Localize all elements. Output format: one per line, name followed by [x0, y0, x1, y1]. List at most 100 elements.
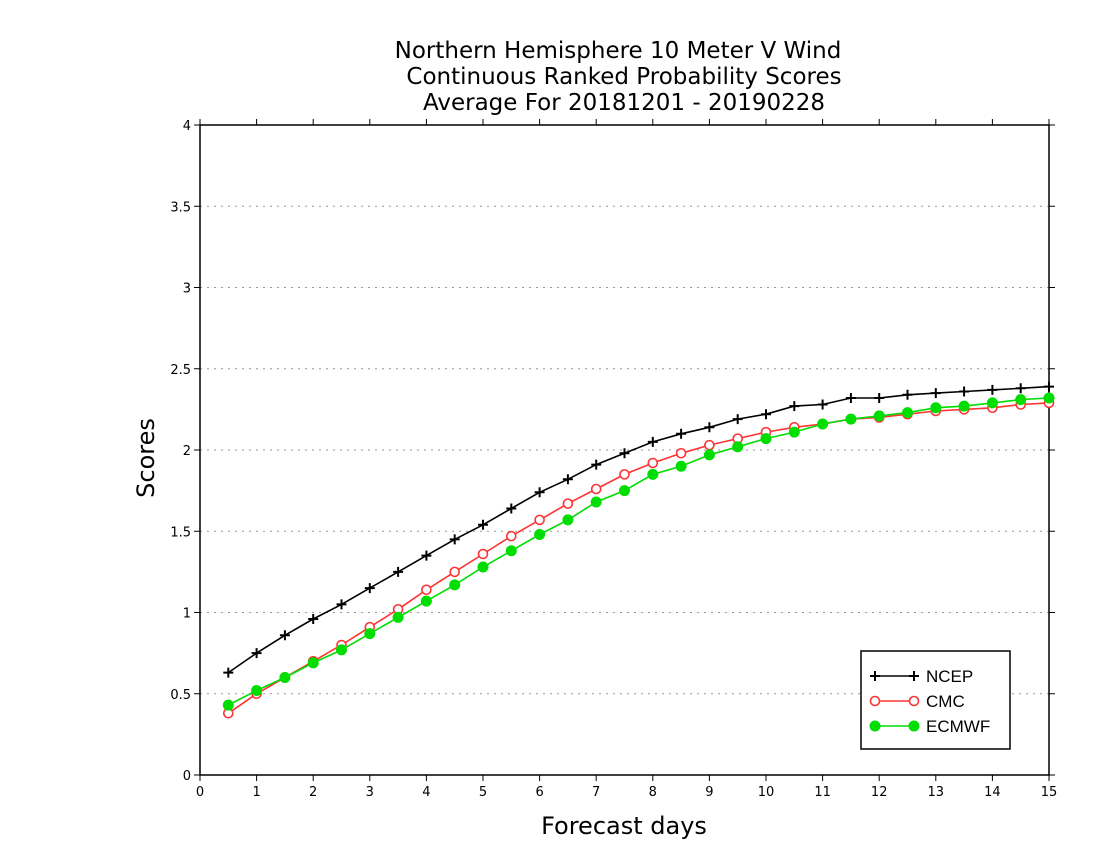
point-ecmwf [788, 426, 800, 438]
point-ncep [1015, 383, 1026, 394]
point-ecmwf [364, 628, 376, 640]
y-tick-label: 3.5 [170, 200, 191, 215]
x-tick-label: 12 [871, 785, 888, 800]
point-ncep [279, 630, 290, 641]
point-ncep [987, 384, 998, 395]
y-tick-label: 2 [183, 444, 191, 459]
series-ncep [223, 381, 1054, 678]
point-ncep [449, 534, 460, 545]
point-cmc [619, 469, 630, 480]
x-tick-label: 9 [705, 785, 713, 800]
grid-lines [200, 205, 1049, 695]
y-tick-label: 0 [183, 769, 191, 784]
legend: NCEP CMC ECMWF [860, 650, 1011, 750]
axis-ticks: 00.511.522.533.540 1 2 3 4 5 6 7 8 9 10 11 12 13 14 15 [170, 119, 1057, 800]
point-ecmwf [477, 561, 489, 573]
x-tick-label: 2 [309, 785, 317, 800]
point-ecmwf [873, 410, 885, 422]
point-ecmwf [392, 611, 404, 623]
point-ecmwf [1043, 392, 1055, 404]
point-cmc [704, 439, 715, 451]
point-cmc [477, 548, 489, 560]
point-ncep [534, 487, 545, 498]
point-ecmwf [845, 413, 857, 425]
y-tick-label: 3 [183, 282, 191, 297]
point-cmc [647, 457, 659, 469]
point-ecmwf [760, 433, 772, 445]
y-axis-label: Scores [132, 418, 160, 498]
x-tick-label: 13 [928, 785, 945, 800]
legend-marker [908, 720, 920, 732]
point-ecmwf [562, 514, 574, 526]
point-ncep [421, 550, 432, 561]
point-ncep [506, 503, 517, 514]
point-ecmwf [534, 529, 546, 540]
point-cmc [534, 514, 545, 526]
point-ecmwf [449, 579, 461, 591]
point-ncep [308, 614, 319, 624]
point-ncep [817, 399, 828, 410]
point-ncep [874, 393, 885, 403]
x-tick-label: 15 [1041, 785, 1058, 800]
point-ecmwf [222, 699, 234, 711]
point-ncep [930, 388, 941, 399]
x-tick-label: 1 [252, 785, 260, 800]
x-tick-label: 8 [649, 785, 657, 800]
x-tick-label: 5 [479, 785, 487, 800]
point-ncep [959, 386, 970, 397]
y-tick-label: 4 [183, 119, 191, 134]
point-cmc [421, 584, 432, 596]
legend-entry-cmc: CMC [869, 692, 965, 711]
point-ncep [251, 648, 262, 659]
point-ecmwf [930, 402, 942, 414]
point-ncep [676, 428, 687, 439]
legend-label-ncep: NCEP [926, 667, 973, 686]
y-tick-label: 0.5 [170, 688, 191, 703]
point-ecmwf [619, 485, 630, 497]
point-ecmwf [958, 400, 970, 412]
legend-entry-ecmwf: ECMWF [869, 717, 990, 736]
chart-title-line-2: Continuous Ranked Probability Scores [406, 64, 841, 90]
point-cmc [505, 530, 517, 542]
point-ncep [902, 389, 913, 400]
point-ecmwf [703, 449, 715, 461]
point-ecmwf [1015, 394, 1027, 406]
chart-title-line-3: Average For 20181201 - 20190228 [423, 90, 825, 116]
point-ecmwf [902, 407, 913, 419]
point-ecmwf [307, 657, 319, 669]
point-ncep [732, 414, 743, 425]
point-ecmwf [675, 460, 687, 472]
point-cmc [562, 498, 574, 509]
series-ecmwf [222, 392, 1055, 711]
legend-marker [869, 720, 881, 732]
point-ecmwf [279, 672, 291, 683]
point-ecmwf [420, 595, 432, 607]
point-ncep [393, 566, 404, 577]
x-tick-label: 0 [196, 785, 204, 800]
point-ecmwf [336, 644, 347, 656]
legend-marker [908, 695, 920, 707]
point-ncep [562, 474, 573, 485]
point-cmc [449, 566, 461, 578]
legend-entry-ncep: NCEP [870, 667, 973, 686]
chart-title-line-1: Northern Hemisphere 10 Meter V Wind [395, 38, 842, 64]
point-ecmwf [732, 441, 744, 453]
point-ncep [619, 448, 630, 459]
legend-marker [869, 695, 881, 707]
point-ncep [223, 667, 234, 678]
point-ecmwf [251, 685, 263, 696]
x-tick-label: 4 [422, 785, 430, 800]
point-ncep [364, 583, 375, 594]
point-ncep [336, 599, 347, 610]
x-tick-label: 14 [984, 785, 1001, 800]
y-tick-label: 2.5 [170, 363, 191, 378]
point-ecmwf [590, 496, 602, 508]
x-tick-label: 6 [535, 785, 543, 800]
point-ecmwf [505, 545, 517, 557]
y-tick-label: 1 [183, 607, 191, 622]
x-tick-label: 3 [366, 785, 374, 800]
point-ecmwf [647, 468, 659, 480]
point-ncep [789, 401, 800, 412]
legend-box [860, 650, 1011, 750]
